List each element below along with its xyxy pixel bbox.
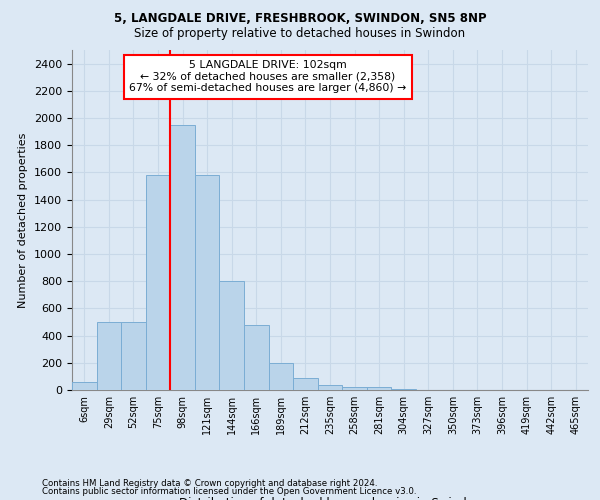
Text: Size of property relative to detached houses in Swindon: Size of property relative to detached ho… xyxy=(134,28,466,40)
Text: Contains HM Land Registry data © Crown copyright and database right 2024.: Contains HM Land Registry data © Crown c… xyxy=(42,478,377,488)
Bar xyxy=(244,326,269,390)
Text: 5, LANGDALE DRIVE, FRESHBROOK, SWINDON, SN5 8NP: 5, LANGDALE DRIVE, FRESHBROOK, SWINDON, … xyxy=(113,12,487,26)
Bar xyxy=(367,386,391,390)
Text: 5 LANGDALE DRIVE: 102sqm
← 32% of detached houses are smaller (2,358)
67% of sem: 5 LANGDALE DRIVE: 102sqm ← 32% of detach… xyxy=(130,60,407,94)
Bar xyxy=(220,281,244,390)
Bar xyxy=(269,363,293,390)
Text: Contains public sector information licensed under the Open Government Licence v3: Contains public sector information licen… xyxy=(42,487,416,496)
Bar xyxy=(97,322,121,390)
Bar xyxy=(342,386,367,390)
Bar xyxy=(146,175,170,390)
Bar xyxy=(318,385,342,390)
Bar xyxy=(293,378,318,390)
Y-axis label: Number of detached properties: Number of detached properties xyxy=(19,132,28,308)
Bar xyxy=(72,382,97,390)
X-axis label: Distribution of detached houses by size in Swindon: Distribution of detached houses by size … xyxy=(179,496,481,500)
Bar xyxy=(121,322,146,390)
Bar xyxy=(195,175,220,390)
Bar xyxy=(170,125,195,390)
